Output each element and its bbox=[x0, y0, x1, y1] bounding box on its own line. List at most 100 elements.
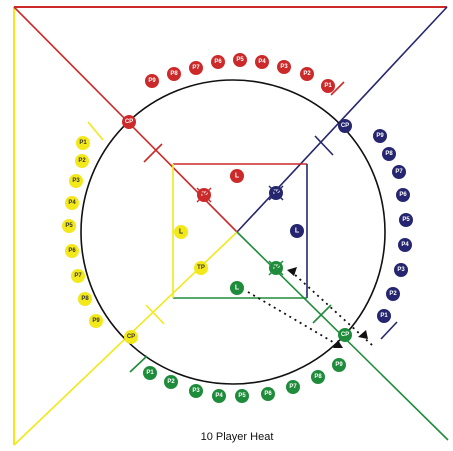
red-player-token: P6 bbox=[211, 55, 225, 69]
red-player-label: P1 bbox=[324, 83, 332, 89]
navy-diagonal-tick bbox=[314, 135, 334, 156]
red-player-token: P8 bbox=[167, 67, 181, 81]
svg-text:TP: TP bbox=[197, 265, 205, 271]
navy-player-label: P3 bbox=[397, 267, 405, 273]
navy-player-token: P9 bbox=[373, 129, 387, 143]
svg-text:CP: CP bbox=[125, 119, 133, 125]
red-corner-pivot-token: CP bbox=[122, 115, 136, 129]
red-player-label: P5 bbox=[236, 57, 244, 63]
green-player-label: P6 bbox=[264, 391, 272, 397]
green-turning-point-token: TP bbox=[268, 260, 284, 276]
red-player-label: P2 bbox=[303, 71, 311, 77]
navy-player-token: P4 bbox=[398, 238, 412, 252]
green-player-token: P7 bbox=[286, 380, 300, 394]
yellow-player-label: P8 bbox=[81, 296, 89, 302]
navy-player-token: P1 bbox=[377, 309, 391, 323]
navy-player-token: P2 bbox=[386, 287, 400, 301]
red-diagonal-tick bbox=[143, 143, 163, 163]
green-row-end-line bbox=[129, 355, 148, 373]
yellow-team-players: P1 P2 P3 P4 P5 P6 P7 P8 P9 bbox=[62, 136, 103, 328]
red-lead-token: L bbox=[230, 169, 244, 183]
navy-player-label: P9 bbox=[376, 133, 384, 139]
navy-player-label: P1 bbox=[380, 313, 388, 319]
yellow-player-label: P3 bbox=[72, 178, 80, 184]
green-diagonal-tick bbox=[312, 304, 332, 324]
green-corner-pivot-token: CP bbox=[338, 328, 352, 342]
red-player-token: P4 bbox=[255, 55, 269, 69]
yellow-row-end-line bbox=[87, 121, 104, 141]
yellow-player-label: P4 bbox=[68, 200, 76, 206]
green-lead-token: L bbox=[230, 281, 244, 295]
green-player-label: P9 bbox=[335, 362, 343, 368]
green-player-label: P2 bbox=[167, 379, 175, 385]
red-player-token: P5 bbox=[233, 53, 247, 67]
yellow-player-token: P7 bbox=[71, 269, 85, 283]
red-player-token: P3 bbox=[277, 60, 291, 74]
yellow-player-token: P4 bbox=[65, 196, 79, 210]
green-team-players: P1 P2 P3 P4 P5 P6 P7 P8 P9 bbox=[143, 358, 346, 403]
navy-player-label: P8 bbox=[385, 151, 393, 157]
navy-player-token: P7 bbox=[392, 165, 406, 179]
red-player-label: P9 bbox=[148, 78, 156, 84]
yellow-player-label: P6 bbox=[68, 248, 76, 254]
navy-player-token: P8 bbox=[382, 147, 396, 161]
navy-corner-pivot-token: CP bbox=[338, 119, 352, 133]
yellow-player-label: P9 bbox=[92, 318, 100, 324]
navy-team-players: P9 P8 P7 P6 P5 P4 P3 P2 P1 bbox=[373, 129, 413, 323]
yellow-player-label: P2 bbox=[78, 158, 86, 164]
navy-turning-point-token: TP bbox=[268, 185, 284, 201]
arrow-head-upper bbox=[287, 267, 297, 276]
navy-player-label: P5 bbox=[402, 217, 410, 223]
navy-player-label: P7 bbox=[395, 169, 403, 175]
green-player-token: P9 bbox=[332, 358, 346, 372]
yellow-player-label: P7 bbox=[74, 273, 82, 279]
navy-player-token: P3 bbox=[394, 263, 408, 277]
diagram-caption: 10 Player Heat bbox=[201, 431, 274, 443]
navy-lead-token: L bbox=[290, 224, 304, 238]
green-player-label: P8 bbox=[314, 374, 322, 380]
green-player-token: P1 bbox=[143, 366, 157, 380]
yellow-diagonal-tick bbox=[145, 304, 165, 325]
yellow-player-label: P5 bbox=[65, 223, 73, 229]
red-player-label: P4 bbox=[258, 59, 266, 65]
yellow-player-token: P5 bbox=[62, 219, 76, 233]
svg-text:L: L bbox=[295, 228, 300, 235]
svg-text:L: L bbox=[235, 173, 240, 180]
navy-player-label: P6 bbox=[399, 192, 407, 198]
green-player-label: P4 bbox=[215, 393, 223, 399]
red-turning-point-token: TP bbox=[196, 187, 212, 203]
green-player-token: P3 bbox=[189, 384, 203, 398]
navy-diagonal-lane bbox=[236, 6, 448, 233]
yellow-player-token: P1 bbox=[76, 136, 90, 150]
green-player-token: P4 bbox=[212, 389, 226, 403]
arrow-head-lower bbox=[333, 340, 343, 348]
red-player-token: P7 bbox=[189, 61, 203, 75]
green-player-token: P6 bbox=[261, 387, 275, 401]
navy-player-token: P5 bbox=[399, 213, 413, 227]
svg-text:CP: CP bbox=[127, 334, 135, 340]
red-player-token: P1 bbox=[321, 79, 335, 93]
green-player-label: P7 bbox=[289, 384, 297, 390]
svg-text:L: L bbox=[179, 229, 184, 236]
svg-text:CP: CP bbox=[341, 123, 349, 129]
red-team-players: P9 P8 P7 P6 P5 P4 P3 P2 P1 bbox=[145, 53, 335, 93]
yellow-player-token: P6 bbox=[65, 244, 79, 258]
yellow-corner-pivot-token: CP bbox=[124, 330, 138, 344]
arrow-head-mid bbox=[358, 330, 368, 339]
green-player-label: P1 bbox=[146, 370, 154, 376]
red-player-label: P8 bbox=[170, 71, 178, 77]
navy-player-label: P2 bbox=[389, 291, 397, 297]
red-player-token: P9 bbox=[145, 74, 159, 88]
navy-row-end-line bbox=[380, 321, 398, 340]
yellow-player-token: P2 bbox=[75, 154, 89, 168]
red-player-label: P7 bbox=[192, 65, 200, 71]
yellow-player-token: P3 bbox=[69, 174, 83, 188]
yellow-player-label: P1 bbox=[79, 140, 87, 146]
green-player-label: P5 bbox=[238, 393, 246, 399]
yellow-turning-point-token: TP bbox=[194, 261, 208, 275]
red-row-end-line bbox=[330, 81, 345, 96]
green-player-label: P3 bbox=[192, 388, 200, 394]
heat-circle bbox=[80, 79, 386, 385]
movement-arrows bbox=[247, 272, 373, 346]
navy-player-label: P4 bbox=[401, 242, 409, 248]
